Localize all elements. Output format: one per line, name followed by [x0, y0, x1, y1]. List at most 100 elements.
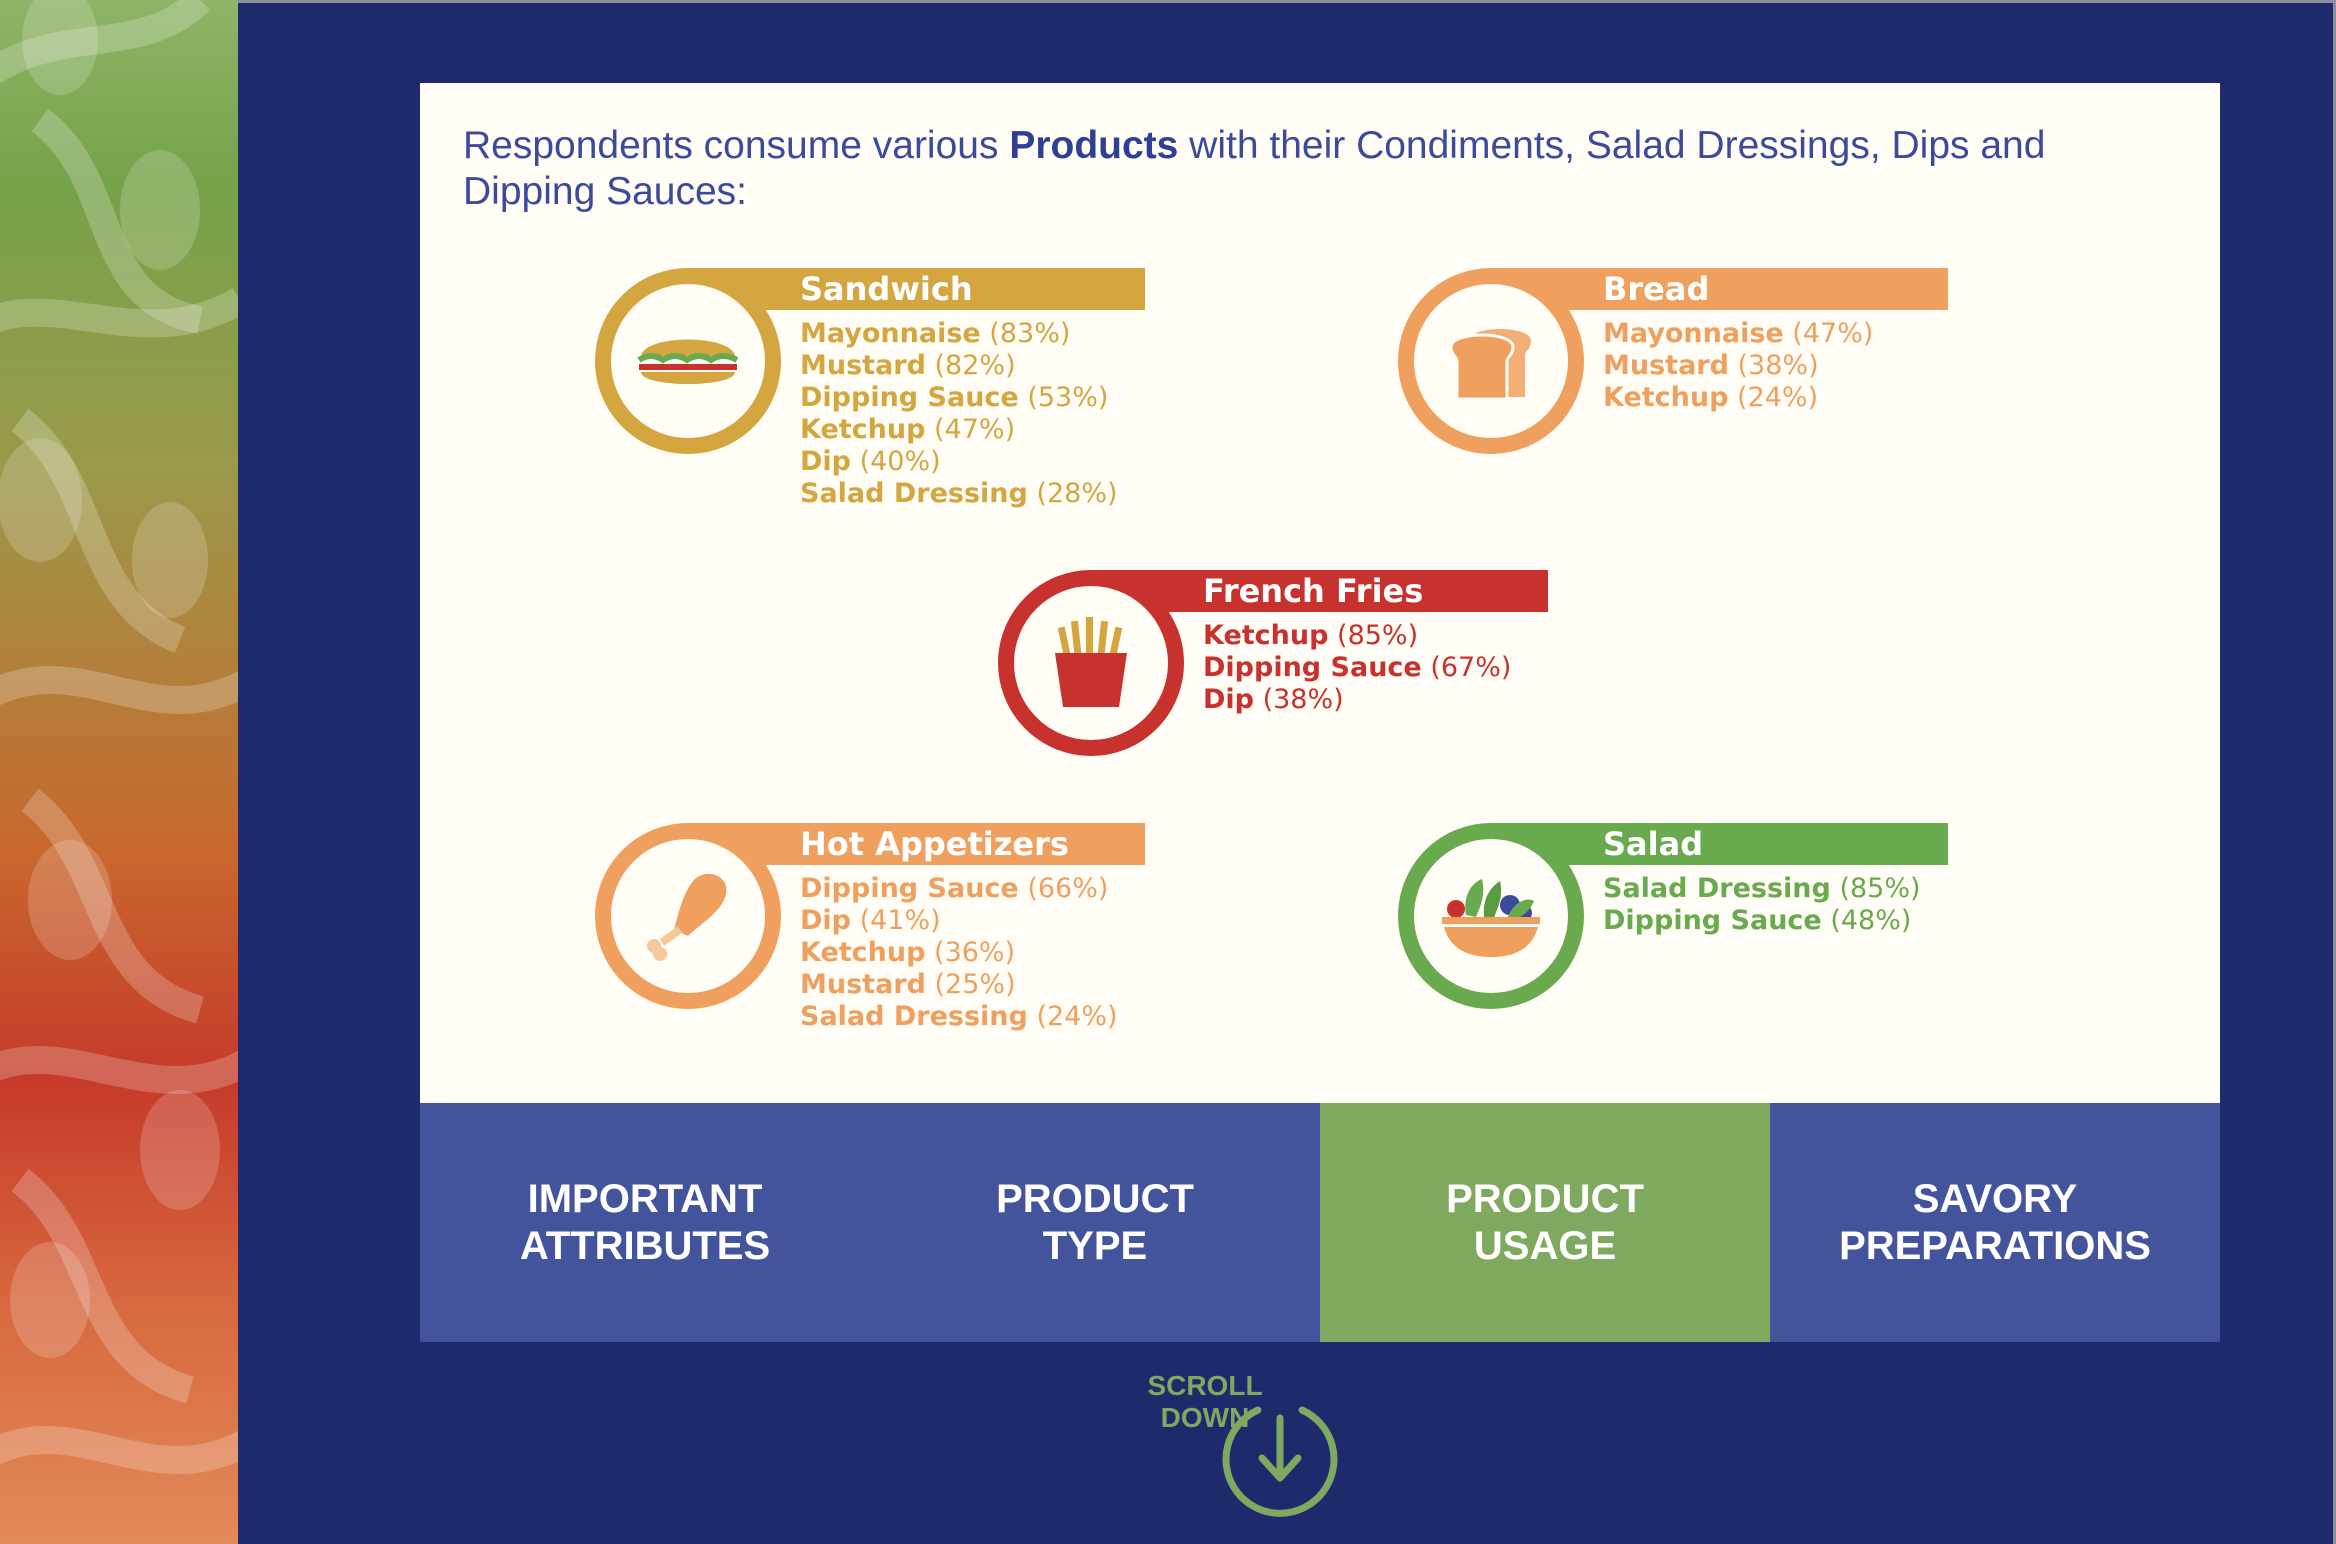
product-hot-appetizers: Hot Appetizers Dipping Sauce (66%) Dip (4…: [595, 823, 1155, 1083]
condiment-label: Salad Dressing: [800, 1001, 1028, 1032]
condiment-percent: (83%): [980, 318, 1071, 349]
condiment-label: Mustard: [800, 350, 926, 381]
salad-banner: [1491, 823, 1948, 865]
condiment-list: Dipping Sauce (66%) Dip (41%) Ketchup (36%…: [800, 873, 1118, 1033]
condiment-label: Dip: [800, 446, 851, 477]
frame-border: [238, 0, 2336, 1544]
condiment-percent: (85%): [1328, 620, 1419, 651]
condiment-label: Mayonnaise: [800, 318, 981, 349]
condiment-label: Dip: [800, 905, 851, 936]
decorative-side-strip: [0, 0, 238, 1544]
bread-icon: [1449, 329, 1531, 401]
condiment-label: Dipping Sauce: [1603, 905, 1822, 936]
condiment-percent: (24%): [1728, 382, 1819, 413]
sandwich-banner: [688, 268, 1145, 310]
condiment-label: Ketchup: [1603, 382, 1729, 413]
condiment-percent: (25%): [925, 969, 1016, 1000]
product-french-fries: French Fries Ketchup (85%) Dipping Sauce …: [998, 570, 1558, 830]
product-bread: Bread Mayonnaise (47%) Mustard (38%) Ketch…: [1398, 268, 1958, 528]
condiment-item: Ketchup (85%): [1203, 620, 1511, 652]
product-usage-card: Respondents consume various Products wit…: [420, 83, 2220, 1342]
nav-label: IMPORTANT ATTRIBUTES: [519, 1176, 771, 1268]
condiment-percent: (40%): [851, 446, 941, 477]
condiment-label: Ketchup: [800, 937, 926, 968]
french-fries-icon: [1055, 617, 1127, 707]
condiment-percent: (53%): [1018, 382, 1109, 413]
condiment-percent: (41%): [851, 905, 941, 936]
product-sandwich: Sandwich Mayonnaise (83%) Mustard (82%) Di…: [595, 268, 1155, 528]
product-name: Salad: [1603, 825, 1704, 863]
arrow-down-circle-icon: [1222, 1406, 1338, 1517]
product-name: French Fries: [1203, 572, 1424, 610]
condiment-item: Dipping Sauce (67%): [1203, 652, 1511, 684]
condiment-item: Dipping Sauce (53%): [800, 382, 1118, 414]
sandwich-icon: [637, 339, 739, 384]
nav-product-usage[interactable]: PRODUCT USAGE: [1320, 1103, 1770, 1342]
condiment-label: Dip: [1203, 684, 1254, 715]
nav-important-attributes[interactable]: IMPORTANT ATTRIBUTES: [420, 1103, 870, 1342]
condiment-percent: (48%): [1821, 905, 1912, 936]
condiment-label: Mustard: [800, 969, 926, 1000]
headline-bold: Products: [1009, 124, 1179, 167]
condiment-percent: (36%): [925, 937, 1016, 968]
condiment-item: Mustard (82%): [800, 350, 1118, 382]
hot-appetizers-banner: [688, 823, 1145, 865]
salad-bowl-icon: [1442, 879, 1540, 957]
condiment-item: Ketchup (36%): [800, 937, 1118, 969]
sandwich-ring: [595, 268, 781, 454]
salad-ring: [1398, 823, 1584, 1009]
condiment-item: Dip (40%): [800, 446, 1118, 478]
product-salad: Salad Salad Dressing (85%) Dipping Sauce …: [1398, 823, 1958, 1083]
section-navigation: IMPORTANT ATTRIBUTES PRODUCT TYPE PRODUC…: [420, 1103, 2220, 1342]
hot-appetizers-ring: [595, 823, 781, 1009]
condiment-label: Mustard: [1603, 350, 1729, 381]
product-name: Bread: [1603, 270, 1710, 308]
leaf-pattern-icon: [0, 0, 238, 1474]
condiment-label: Salad Dressing: [1603, 873, 1831, 904]
condiment-percent: (47%): [1783, 318, 1874, 349]
nav-label: PRODUCT USAGE: [1446, 1176, 1644, 1268]
condiment-percent: (38%): [1254, 684, 1344, 715]
condiment-item: Salad Dressing (85%): [1603, 873, 1921, 905]
headline: Respondents consume various Products wit…: [463, 123, 2113, 215]
condiment-percent: (28%): [1027, 478, 1118, 509]
condiment-item: Mustard (25%): [800, 969, 1118, 1001]
condiment-item: Mayonnaise (47%): [1603, 318, 1873, 350]
nav-label: PRODUCT TYPE: [996, 1176, 1194, 1268]
nav-savory-preparations[interactable]: SAVORY PREPARATIONS: [1770, 1103, 2220, 1342]
condiment-label: Dipping Sauce: [800, 382, 1019, 413]
condiment-label: Salad Dressing: [800, 478, 1028, 509]
condiment-list: Mayonnaise (47%) Mustard (38%) Ketchup (24…: [1603, 318, 1873, 414]
condiment-item: Salad Dressing (28%): [800, 478, 1118, 510]
nav-label: SAVORY PREPARATIONS: [1839, 1176, 2151, 1268]
condiment-item: Salad Dressing (24%): [800, 1001, 1118, 1033]
bread-banner: [1491, 268, 1948, 310]
condiment-percent: (24%): [1027, 1001, 1118, 1032]
condiment-label: Mayonnaise: [1603, 318, 1784, 349]
condiment-list: Mayonnaise (83%) Mustard (82%) Dipping Sau…: [800, 318, 1118, 510]
condiment-percent: (47%): [925, 414, 1016, 445]
condiment-percent: (85%): [1830, 873, 1921, 904]
condiment-item: Ketchup (47%): [800, 414, 1118, 446]
condiment-list: Salad Dressing (85%) Dipping Sauce (48%): [1603, 873, 1921, 937]
condiment-label: Ketchup: [800, 414, 926, 445]
condiment-item: Dip (41%): [800, 905, 1118, 937]
condiment-label: Ketchup: [1203, 620, 1329, 651]
condiment-percent: (82%): [925, 350, 1016, 381]
condiment-label: Dipping Sauce: [1203, 652, 1422, 683]
condiment-list: Ketchup (85%) Dipping Sauce (67%) Dip (38%…: [1203, 620, 1511, 716]
condiment-item: Dipping Sauce (66%): [800, 873, 1118, 905]
french-fries-banner: [1091, 570, 1548, 612]
condiment-percent: (67%): [1421, 652, 1512, 683]
scroll-down-button[interactable]: SCROLL DOWN: [1140, 1370, 1350, 1520]
condiment-item: Dipping Sauce (48%): [1603, 905, 1921, 937]
french-fries-ring: [998, 570, 1184, 756]
headline-prefix: Respondents consume various: [463, 124, 1010, 167]
condiment-item: Ketchup (24%): [1603, 382, 1873, 414]
chicken-leg-icon: [647, 873, 727, 961]
product-name: Sandwich: [800, 270, 973, 308]
nav-product-type[interactable]: PRODUCT TYPE: [870, 1103, 1320, 1342]
condiment-label: Dipping Sauce: [800, 873, 1019, 904]
product-name: Hot Appetizers: [800, 825, 1069, 863]
condiment-percent: (66%): [1018, 873, 1109, 904]
